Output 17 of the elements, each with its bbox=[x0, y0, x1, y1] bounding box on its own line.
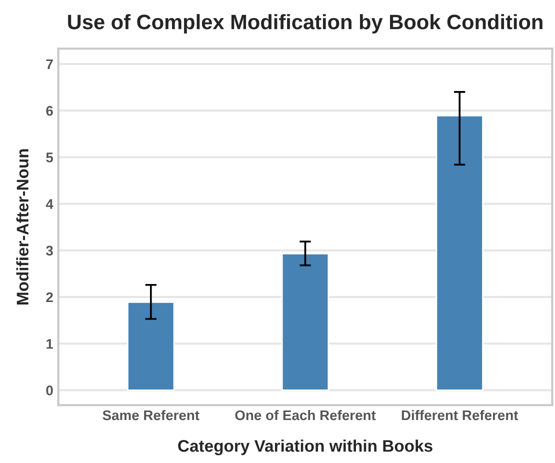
y-tick-label: 1 bbox=[46, 339, 54, 349]
x-tick-label: Same Referent bbox=[102, 410, 200, 420]
x-axis-title: Category Variation within Books bbox=[178, 440, 432, 456]
y-axis-title: Modifier-After-Noun bbox=[16, 149, 29, 304]
chart-title: Use of Complex Modification by Book Condition bbox=[68, 14, 542, 34]
bar bbox=[281, 252, 330, 391]
y-tick-label: 6 bbox=[46, 106, 53, 116]
x-tick-label: One of Each Referent bbox=[235, 410, 376, 420]
x-tick-label: Different Referent bbox=[402, 410, 518, 420]
y-tick-label: 0 bbox=[46, 386, 53, 396]
bar bbox=[436, 115, 484, 391]
y-tick-label: 2 bbox=[46, 292, 53, 302]
y-tick-label: 3 bbox=[46, 246, 53, 256]
y-tick-label: 4 bbox=[46, 199, 54, 209]
y-tick-label: 5 bbox=[46, 152, 54, 162]
bar bbox=[127, 301, 175, 391]
y-tick-label: 7 bbox=[46, 59, 53, 70]
